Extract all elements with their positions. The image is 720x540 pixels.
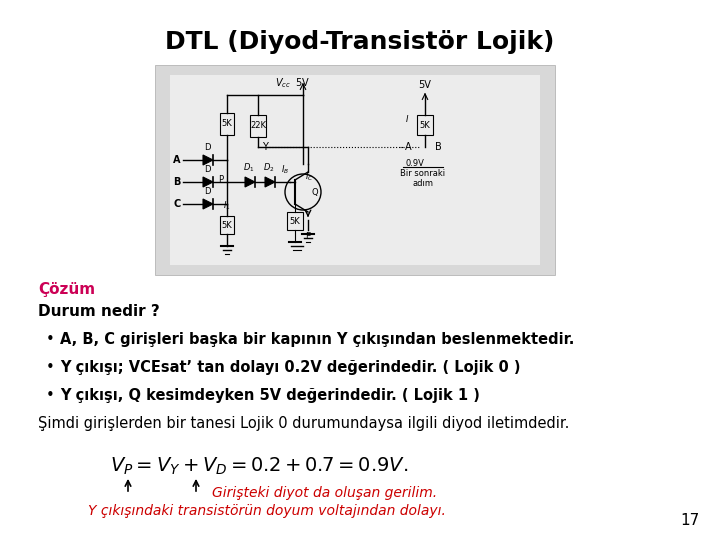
Text: $V_{cc}$  5V: $V_{cc}$ 5V [275, 76, 311, 90]
Polygon shape [203, 199, 213, 209]
Text: $V_P = V_Y + V_D = 0.2 + 0.7 = 0.9V.$: $V_P = V_Y + V_D = 0.2 + 0.7 = 0.9V.$ [110, 456, 408, 477]
Text: Şimdi girişlerden bir tanesi Lojik 0 durumundaysa ilgili diyod iletimdedir.: Şimdi girişlerden bir tanesi Lojik 0 dur… [38, 416, 570, 431]
Text: Girişteki diyot da oluşan gerilim.: Girişteki diyot da oluşan gerilim. [212, 486, 437, 500]
Text: D: D [204, 165, 210, 174]
Text: Bir sonraki: Bir sonraki [400, 169, 446, 178]
Text: B: B [173, 177, 181, 187]
FancyBboxPatch shape [250, 115, 266, 137]
Text: Çözüm: Çözüm [38, 282, 95, 297]
FancyBboxPatch shape [287, 212, 303, 230]
FancyBboxPatch shape [170, 75, 540, 265]
Text: E: E [305, 232, 310, 241]
Text: 5V: 5V [418, 80, 431, 90]
FancyBboxPatch shape [155, 65, 555, 275]
Text: 22K: 22K [250, 122, 266, 131]
Text: $I_B$: $I_B$ [281, 164, 289, 176]
Text: Durum nedir ?: Durum nedir ? [38, 304, 160, 319]
Text: 5K: 5K [222, 119, 233, 129]
Text: •: • [46, 388, 55, 403]
Text: 5K: 5K [289, 217, 300, 226]
FancyBboxPatch shape [220, 216, 234, 234]
Text: $I$: $I$ [405, 112, 409, 124]
Polygon shape [265, 177, 275, 187]
Text: A: A [405, 142, 412, 152]
Text: Y çıkışındaki transistörün doyum voltajından dolayı.: Y çıkışındaki transistörün doyum voltajı… [88, 504, 446, 518]
Text: 17: 17 [680, 513, 700, 528]
Text: A: A [173, 155, 181, 165]
Text: •: • [46, 332, 55, 347]
Text: D: D [204, 143, 210, 152]
FancyBboxPatch shape [220, 113, 234, 135]
Text: 0.9V: 0.9V [405, 159, 424, 168]
Text: P: P [218, 174, 223, 184]
Text: adım: adım [413, 179, 433, 188]
Text: $I_1$: $I_1$ [223, 200, 231, 213]
Text: D: D [204, 187, 210, 196]
Text: Y çıkışı; VCEsat’ tan dolayı 0.2V değerindedir. ( Lojik 0 ): Y çıkışı; VCEsat’ tan dolayı 0.2V değeri… [60, 360, 521, 375]
Text: Y: Y [262, 142, 268, 152]
Text: A, B, C girişleri başka bir kapının Y çıkışından beslenmektedir.: A, B, C girişleri başka bir kapının Y çı… [60, 332, 575, 347]
Polygon shape [245, 177, 255, 187]
FancyBboxPatch shape [417, 115, 433, 135]
Text: $D_2$: $D_2$ [264, 161, 275, 174]
Text: $D_1$: $D_1$ [243, 161, 255, 174]
Text: Y çıkışı, Q kesimdeyken 5V değerindedir. ( Lojik 1 ): Y çıkışı, Q kesimdeyken 5V değerindedir.… [60, 388, 480, 403]
Text: •: • [46, 360, 55, 375]
Text: DTL (Diyod-Transistör Lojik): DTL (Diyod-Transistör Lojik) [166, 30, 554, 54]
Polygon shape [203, 177, 213, 187]
Text: $I_C$: $I_C$ [305, 171, 313, 183]
Text: Q: Q [311, 187, 318, 197]
Polygon shape [203, 155, 213, 165]
Text: 5K: 5K [420, 120, 431, 130]
Text: C: C [173, 199, 180, 209]
Text: 5K: 5K [222, 220, 233, 230]
Text: B: B [435, 142, 442, 152]
